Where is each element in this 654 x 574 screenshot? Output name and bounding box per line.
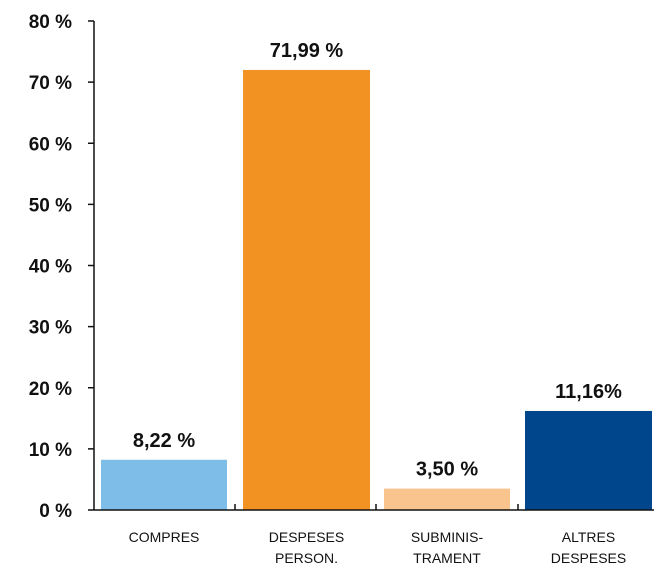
data-label: 11,16% — [555, 381, 622, 403]
bars — [101, 69, 652, 511]
data-label: 8,22 % — [133, 430, 195, 452]
y-tick-label: 0 % — [39, 501, 72, 522]
x-axis: COMPRES DESPESES PERSON. SUBMINIS-TRAMENT AL… — [94, 504, 654, 566]
data-labels: 8,22 % 71,99 % 3,50 % 11,16% — [133, 40, 622, 481]
y-tick-label: 20 % — [29, 379, 72, 400]
bar — [384, 488, 510, 510]
bar — [525, 410, 652, 510]
x-tick-label: COMPRES — [129, 529, 200, 545]
data-label: 71,99 % — [270, 40, 344, 62]
data-label: 3,50 % — [416, 459, 478, 481]
y-axis: 0 % 10 % 20 % 30 % 40 % 50 % 60 % 70 % 80 % — [29, 12, 95, 522]
y-tick-label: 80 % — [29, 12, 72, 33]
y-tick-label: 60 % — [29, 134, 72, 155]
x-tick-label: DESPESES PERSON. — [269, 529, 344, 566]
bar — [243, 69, 370, 511]
y-tick-label: 40 % — [29, 257, 72, 278]
y-tick-label: 10 % — [29, 440, 72, 461]
bar — [101, 459, 227, 510]
y-tick-label: 50 % — [29, 195, 72, 216]
y-tick-label: 30 % — [29, 318, 72, 339]
y-tick-label: 70 % — [29, 73, 72, 94]
x-tick-label: SUBMINIS-TRAMENT — [411, 529, 484, 566]
x-tick-label: ALTRES DESPESES — [551, 529, 626, 566]
